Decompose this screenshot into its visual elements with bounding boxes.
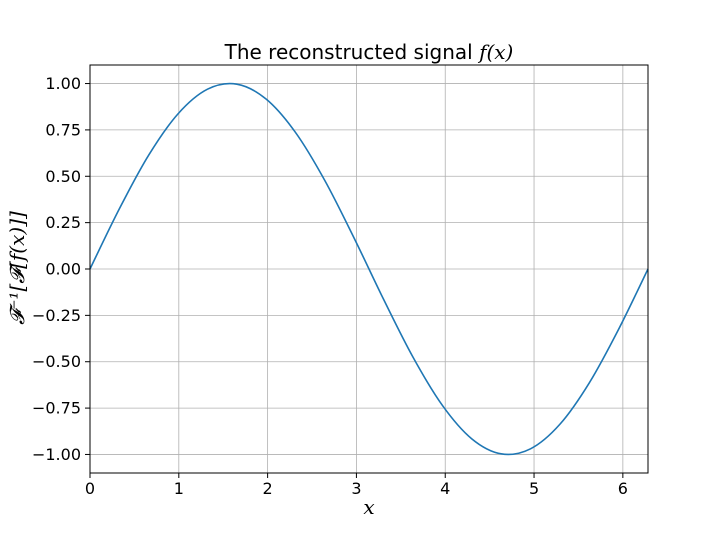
x-tick-label: 6 [618,479,628,498]
series-layer [89,82,649,456]
x-tick-label: 2 [263,479,273,498]
x-tick-label: 1 [174,479,184,498]
x-tick-label: 4 [440,479,450,498]
y-tick-label: 1.00 [45,74,81,93]
chart-title-text: The reconstructed signal [224,40,479,64]
y-tick-label: 0.75 [45,120,81,139]
x-axis-label: x [363,495,374,519]
y-tick-label: −1.00 [32,445,81,464]
y-tick-label: 0.00 [45,260,81,279]
chart-title-math: f(x) [477,40,513,64]
y-axis-label: 𝓕⁻¹[𝓕[f(x)]] [5,211,29,325]
y-tick-label: −0.75 [32,399,81,418]
chart-title: The reconstructed signal f(x) [224,40,514,64]
y-tick-label: −0.25 [32,306,81,325]
signal-line [89,82,649,456]
y-tick-label: −0.50 [32,352,81,371]
x-tick-label: 3 [351,479,361,498]
y-tick-label: 0.25 [45,213,81,232]
grid [89,65,648,473]
axis-ticks: 0 1 2 3 4 5 6 1.00 0.75 0.50 0.25 0.00 −0.25 −0.50 −0.… [32,74,628,498]
x-tick-label: 5 [529,479,539,498]
y-tick-label: 0.50 [45,167,81,186]
x-tick-label: 0 [85,479,95,498]
